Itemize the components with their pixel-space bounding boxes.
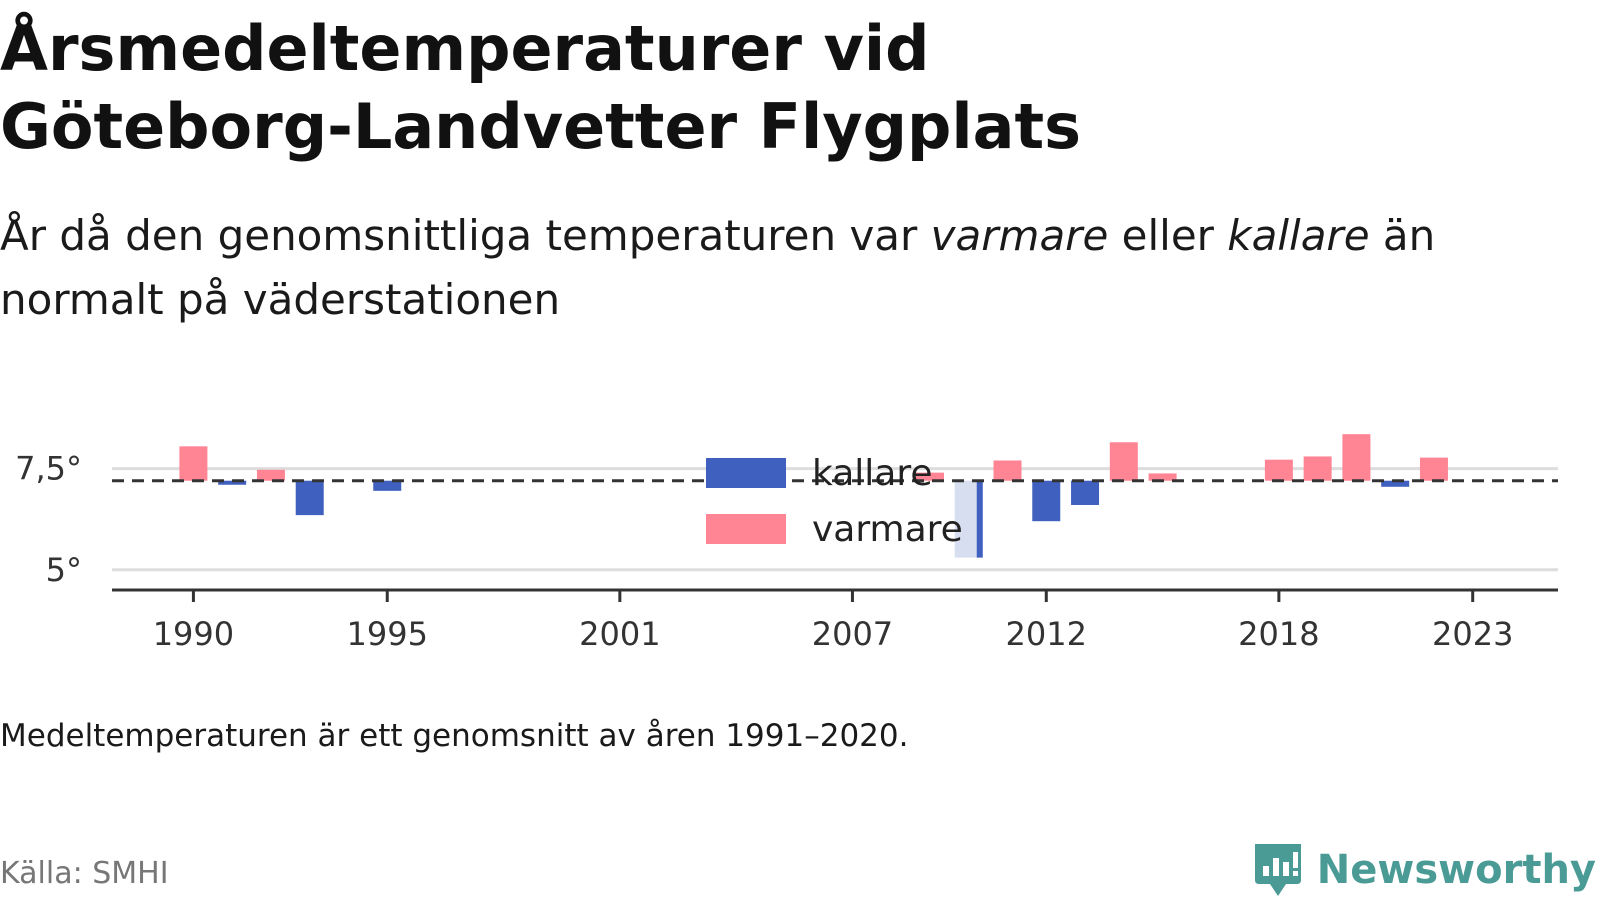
bar-1992 <box>256 469 285 481</box>
bar-1991 <box>218 480 247 485</box>
legend-label-colder: kallare <box>812 453 933 494</box>
legend-swatch-warmer <box>706 514 786 544</box>
x-tick-label: 1990 <box>153 615 234 653</box>
bar-chart: 5° 7,5° kallare varmare 1990 1995 2001 2007 2012… <box>15 434 1558 653</box>
bar-2009 <box>915 472 944 481</box>
bar-2013 <box>1071 480 1100 505</box>
x-tick-label: 2023 <box>1432 615 1513 653</box>
bar-2019 <box>1303 456 1332 481</box>
subtitle-text-2: eller <box>1108 211 1228 260</box>
x-tick-label: 2018 <box>1238 615 1319 653</box>
subtitle-emphasis-warmer: varmare <box>930 211 1109 260</box>
brand-name: Newsworthy <box>1316 847 1596 893</box>
newsworthy-logo: Newsworthy <box>1253 840 1596 900</box>
y-tick-label: 7,5° <box>15 450 82 488</box>
chart-subtitle: År då den genomsnittliga temperaturen va… <box>0 204 1560 332</box>
chart-title-line-1: Årsmedeltemperaturer vid <box>0 12 930 85</box>
bar-2010 <box>976 480 983 558</box>
bar-2011 <box>993 460 1022 481</box>
x-tick-label: 2012 <box>1006 615 1087 653</box>
x-tick-label: 2001 <box>579 615 660 653</box>
y-tick-label: 5° <box>46 551 82 589</box>
bar-1993 <box>295 480 324 516</box>
newsworthy-logo-icon <box>1254 844 1301 896</box>
bar-2018 <box>1264 459 1293 481</box>
bar-2015 <box>1148 473 1177 481</box>
x-tick-label: 2007 <box>812 615 893 653</box>
legend-swatch-colder <box>706 458 786 488</box>
bar-2022 <box>1419 457 1448 481</box>
bar-2021 <box>1381 480 1410 487</box>
bar-2014 <box>1109 442 1138 481</box>
chart-title-line-2: Göteborg-Landvetter Flygplats <box>0 90 1082 163</box>
bar-1990 <box>179 446 208 481</box>
subtitle-text-3: än normalt på väderstationen <box>0 211 1436 324</box>
subtitle-emphasis-colder: kallare <box>1227 211 1370 260</box>
bar-1995 <box>373 480 402 491</box>
legend-label-warmer: varmare <box>812 509 963 550</box>
subtitle-text-1: År då den genomsnittliga temperaturen va… <box>0 211 931 260</box>
source-credit: Källa: SMHI <box>0 856 169 891</box>
bar-2020 <box>1342 434 1371 481</box>
x-tick-label: 1995 <box>347 615 428 653</box>
bar-2012 <box>1032 480 1061 522</box>
chart-title: Årsmedeltemperaturer vid Göteborg-Landve… <box>0 10 1580 166</box>
chart-note: Medeltemperaturen är ett genomsnitt av å… <box>0 718 909 754</box>
